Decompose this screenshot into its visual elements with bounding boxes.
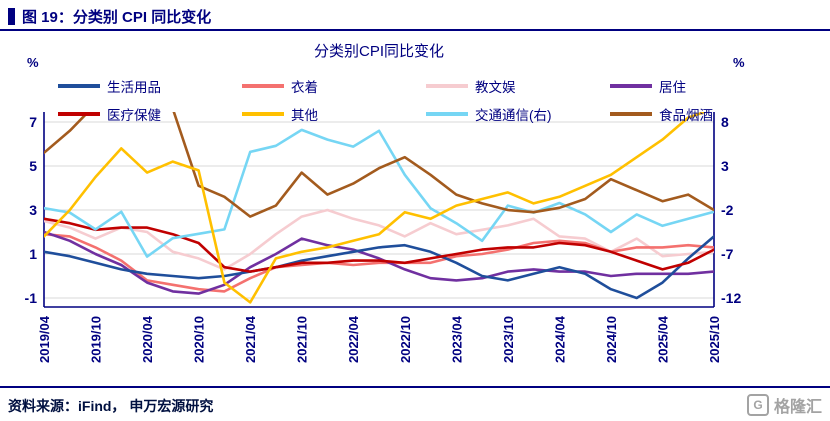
chart-legend: 生活用品 衣着 教文娱 居住医疗保健 其他 交通通信(右) 食品烟酒 [58, 78, 794, 123]
x-tick-label: 2021/04 [243, 315, 258, 363]
x-tick-label: 2019/04 [37, 315, 52, 363]
right-tick-label: -12 [721, 290, 741, 306]
right-tick-label: -7 [721, 246, 734, 262]
legend-label: 其他 [291, 108, 318, 123]
legend-label: 医疗保健 [107, 108, 161, 123]
x-tick-label: 2021/10 [295, 316, 310, 363]
legend-swatch [610, 84, 652, 88]
x-tick-label: 2023/04 [449, 315, 464, 363]
x-tick-label: 2020/04 [140, 315, 155, 363]
legend-item: 食品烟酒 [610, 106, 794, 123]
legend-label: 交通通信(右) [475, 108, 552, 123]
series-line-6 [44, 112, 714, 218]
legend-swatch [242, 112, 284, 116]
chart-title: 分类别CPI同比变化 [313, 43, 444, 60]
legend-swatch [58, 112, 100, 116]
legend-item: 其他 [242, 106, 426, 123]
header-bullet-bar [8, 8, 15, 25]
x-tick-label: 2022/04 [346, 315, 361, 363]
header-divider [0, 29, 830, 31]
series-line-0 [44, 208, 714, 271]
x-tick-label: 2020/10 [192, 316, 207, 363]
left-tick-label: 7 [29, 114, 37, 130]
footer-divider [0, 386, 830, 388]
legend-item: 交通通信(右) [426, 106, 610, 123]
x-tick-label: 2024/04 [552, 315, 567, 363]
series-line-5 [44, 128, 714, 258]
legend-item: 教文娱 [426, 78, 610, 95]
x-tick-label: 2025/10 [707, 316, 722, 363]
left-axis-unit-label: % [27, 55, 39, 70]
legend-swatch [426, 84, 468, 88]
right-tick-label: -2 [721, 202, 734, 218]
left-tick-label: 1 [29, 246, 37, 262]
gelonghui-logo-icon: G [746, 394, 769, 416]
gelonghui-logo-text: 格隆汇 [773, 399, 822, 416]
gelonghui-logo: G 格隆汇 [746, 393, 822, 417]
series-line-7 [44, 112, 709, 304]
legend-label: 教文娱 [475, 80, 516, 95]
legend-label: 居住 [659, 80, 686, 95]
x-tick-label: 2024/10 [604, 316, 619, 363]
right-tick-label: 8 [721, 114, 729, 130]
right-tick-label: 3 [721, 158, 729, 174]
x-tick-label: 2023/10 [501, 316, 516, 363]
right-axis-unit-label: % [733, 55, 745, 70]
legend-label: 衣着 [291, 80, 318, 95]
legend-label: 生活用品 [107, 80, 161, 95]
legend-swatch [610, 112, 652, 116]
x-tick-label: 2019/10 [89, 316, 104, 363]
legend-item: 衣着 [242, 78, 426, 95]
legend-item: 生活用品 [58, 78, 242, 95]
legend-swatch [242, 84, 284, 88]
figure-title: 图 19：分类别 CPI 同比变化 [22, 9, 212, 26]
legend-swatch [426, 112, 468, 116]
series-line-2 [44, 230, 714, 295]
legend-label: 食品烟酒 [659, 108, 713, 123]
series-line-1 [44, 232, 714, 293]
x-tick-label: 2025/04 [655, 315, 670, 363]
legend-swatch [58, 84, 100, 88]
legend-item: 医疗保健 [58, 106, 242, 123]
left-tick-label: 5 [29, 158, 37, 174]
source-note: 资料来源：iFind， 申万宏源研究 [8, 398, 214, 414]
x-tick-label: 2022/10 [398, 316, 413, 363]
figure-header: 图 19：分类别 CPI 同比变化 [8, 6, 211, 27]
legend-item: 居住 [610, 78, 794, 95]
series-line-4 [44, 217, 714, 273]
series-line-3 [44, 235, 714, 300]
left-tick-label: -1 [25, 290, 38, 306]
left-tick-label: 3 [29, 202, 37, 218]
